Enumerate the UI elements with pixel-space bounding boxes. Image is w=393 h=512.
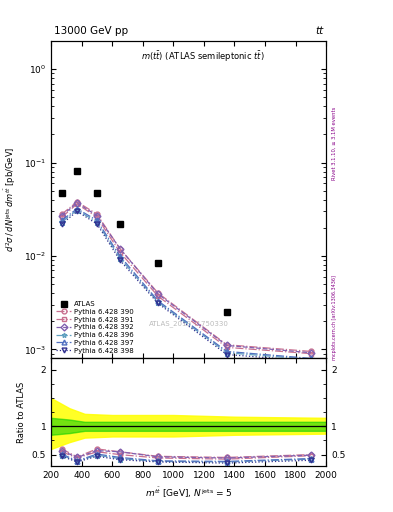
Pythia 6.428 392 (224, 343, 229, 349)
X-axis label: $m^{t\bar{t}}$ [GeV], $N^\mathrm{jets}$ = 5: $m^{t\bar{t}}$ [GeV], $N^\mathrm{jets}$ … (145, 485, 233, 500)
Text: ATLAS_2019_I1750330: ATLAS_2019_I1750330 (149, 320, 229, 327)
Pythia 6.428 397 (309, 355, 313, 361)
Pythia 6.428 397 (118, 253, 122, 259)
Pythia 6.428 391 (156, 293, 160, 300)
Line: Pythia 6.428 398: Pythia 6.428 398 (59, 209, 313, 364)
Line: Pythia 6.428 391: Pythia 6.428 391 (59, 202, 313, 356)
Pythia 6.428 396 (224, 350, 229, 356)
Pythia 6.428 390 (59, 211, 64, 217)
Pythia 6.428 392 (59, 212, 64, 219)
Pythia 6.428 398 (75, 208, 79, 215)
Pythia 6.428 392 (75, 200, 79, 206)
ATLAS (95, 190, 99, 196)
Pythia 6.428 396 (75, 207, 79, 213)
ATLAS (156, 260, 160, 266)
Pythia 6.428 391 (59, 214, 64, 220)
Pythia 6.428 392 (95, 212, 99, 219)
Pythia 6.428 396 (95, 219, 99, 225)
Pythia 6.428 398 (95, 221, 99, 227)
Pythia 6.428 392 (118, 245, 122, 251)
Pythia 6.428 396 (156, 299, 160, 305)
ATLAS (224, 309, 229, 315)
ATLAS (59, 190, 64, 196)
Y-axis label: Ratio to ATLAS: Ratio to ATLAS (17, 381, 26, 443)
Text: $m(t\bar{t})$ (ATLAS semileptonic $t\bar{t}$): $m(t\bar{t})$ (ATLAS semileptonic $t\bar… (141, 49, 264, 63)
Line: ATLAS: ATLAS (59, 167, 230, 315)
Pythia 6.428 390 (309, 348, 313, 354)
Y-axis label: $d^2\sigma\,/\,dN^\mathrm{jets}\,dm^{t\bar{t}}$ [pb/GeV]: $d^2\sigma\,/\,dN^\mathrm{jets}\,dm^{t\b… (3, 147, 18, 252)
ATLAS (75, 167, 79, 174)
Pythia 6.428 391 (95, 214, 99, 220)
Pythia 6.428 390 (224, 342, 229, 348)
Legend: ATLAS, Pythia 6.428 390, Pythia 6.428 391, Pythia 6.428 392, Pythia 6.428 396, P: ATLAS, Pythia 6.428 390, Pythia 6.428 39… (53, 298, 136, 356)
ATLAS (118, 221, 122, 227)
Pythia 6.428 390 (95, 211, 99, 217)
Line: Pythia 6.428 397: Pythia 6.428 397 (59, 206, 313, 361)
Pythia 6.428 390 (118, 245, 122, 251)
Pythia 6.428 398 (224, 351, 229, 357)
Pythia 6.428 391 (75, 201, 79, 207)
Pythia 6.428 397 (224, 348, 229, 354)
Pythia 6.428 390 (156, 290, 160, 296)
Pythia 6.428 397 (75, 206, 79, 212)
Pythia 6.428 392 (156, 291, 160, 297)
Pythia 6.428 397 (156, 298, 160, 304)
Pythia 6.428 397 (59, 217, 64, 223)
Line: Pythia 6.428 390: Pythia 6.428 390 (59, 199, 313, 354)
Pythia 6.428 396 (118, 255, 122, 261)
Pythia 6.428 396 (309, 356, 313, 362)
Pythia 6.428 398 (309, 358, 313, 364)
Text: 13000 GeV pp: 13000 GeV pp (54, 26, 128, 36)
Pythia 6.428 391 (309, 351, 313, 357)
Text: tt: tt (315, 26, 323, 36)
Pythia 6.428 398 (118, 257, 122, 263)
Pythia 6.428 398 (59, 221, 64, 227)
Line: Pythia 6.428 396: Pythia 6.428 396 (59, 207, 314, 362)
Pythia 6.428 398 (156, 301, 160, 307)
Pythia 6.428 391 (224, 344, 229, 350)
Pythia 6.428 396 (59, 219, 64, 225)
Pythia 6.428 390 (75, 199, 79, 205)
Text: Rivet 3.1.10, ≥ 3.1M events: Rivet 3.1.10, ≥ 3.1M events (332, 106, 337, 180)
Pythia 6.428 392 (309, 350, 313, 356)
Text: mcplots.cern.ch [arXiv:1306.3436]: mcplots.cern.ch [arXiv:1306.3436] (332, 275, 337, 360)
Pythia 6.428 391 (118, 249, 122, 255)
Pythia 6.428 397 (95, 217, 99, 223)
Line: Pythia 6.428 392: Pythia 6.428 392 (59, 200, 313, 355)
